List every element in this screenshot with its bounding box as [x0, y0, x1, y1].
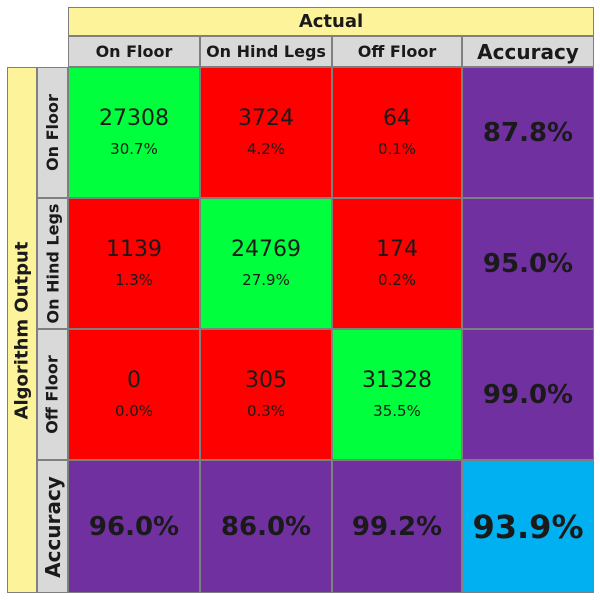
col-accuracy-value: 99.2%	[351, 511, 443, 542]
cell-count: 174	[376, 237, 418, 262]
cell-r2-c1: 305 0.3%	[200, 329, 332, 460]
cell-r1-c0: 1139 1.3%	[68, 198, 200, 329]
col-accuracy-value: 86.0%	[220, 511, 312, 542]
cell-percent: 1.3%	[114, 271, 154, 289]
actual-axis-title: Actual	[68, 7, 594, 36]
cell-count: 305	[245, 368, 287, 393]
cell-count: 64	[383, 106, 411, 131]
row-header-off-floor: Off Floor	[37, 329, 68, 460]
row-header-on-floor-label: On Floor	[43, 94, 63, 171]
col-accuracy-value: 96.0%	[88, 511, 180, 542]
cell-percent: 0.1%	[377, 140, 417, 158]
cell-count: 27308	[99, 106, 169, 131]
cell-r0-c0: 27308 30.7%	[68, 67, 200, 198]
cell-percent: 0.2%	[377, 271, 417, 289]
column-header-off-floor: Off Floor	[332, 36, 462, 67]
cell-percent: 35.5%	[373, 402, 421, 420]
cell-percent: 27.9%	[242, 271, 290, 289]
cell-r2-c2: 31328 35.5%	[332, 329, 462, 460]
row-accuracy-value: 99.0%	[482, 379, 574, 410]
col-accuracy-on-floor: 96.0%	[68, 460, 200, 593]
row-header-accuracy-label: Accuracy	[40, 475, 65, 578]
row-header-off-floor-label: Off Floor	[43, 355, 63, 434]
row-accuracy-value: 87.8%	[482, 117, 574, 148]
cell-count: 1139	[106, 237, 162, 262]
overall-accuracy: 93.9%	[462, 460, 594, 593]
row-header-accuracy: Accuracy	[37, 460, 68, 593]
overall-accuracy-value: 93.9%	[472, 507, 584, 546]
row-accuracy-on-floor: 87.8%	[462, 67, 594, 198]
cell-count: 3724	[238, 106, 294, 131]
cell-count: 31328	[362, 368, 432, 393]
cell-r0-c1: 3724 4.2%	[200, 67, 332, 198]
cell-percent: 0.3%	[246, 402, 286, 420]
column-header-on-hind-legs: On Hind Legs	[200, 36, 332, 67]
algorithm-output-label: Algorithm Output	[11, 241, 33, 419]
row-accuracy-off-floor: 99.0%	[462, 329, 594, 460]
column-header-accuracy: Accuracy	[462, 36, 594, 67]
algorithm-output-axis-title: Algorithm Output	[7, 67, 37, 593]
col-accuracy-on-hind-legs: 86.0%	[200, 460, 332, 593]
cell-r1-c1: 24769 27.9%	[200, 198, 332, 329]
cell-percent: 4.2%	[246, 140, 286, 158]
col-accuracy-off-floor: 99.2%	[332, 460, 462, 593]
row-header-on-floor: On Floor	[37, 67, 68, 198]
cell-r2-c0: 0 0.0%	[68, 329, 200, 460]
row-header-on-hind-legs: On Hind Legs	[37, 198, 68, 329]
cell-percent: 30.7%	[110, 140, 158, 158]
cell-r1-c2: 174 0.2%	[332, 198, 462, 329]
cell-r0-c2: 64 0.1%	[332, 67, 462, 198]
row-accuracy-on-hind-legs: 95.0%	[462, 198, 594, 329]
cell-count: 0	[127, 368, 141, 393]
column-header-on-floor: On Floor	[68, 36, 200, 67]
cell-percent: 0.0%	[114, 402, 154, 420]
cell-count: 24769	[231, 237, 301, 262]
row-header-on-hind-legs-label: On Hind Legs	[43, 203, 62, 324]
row-accuracy-value: 95.0%	[482, 248, 574, 279]
